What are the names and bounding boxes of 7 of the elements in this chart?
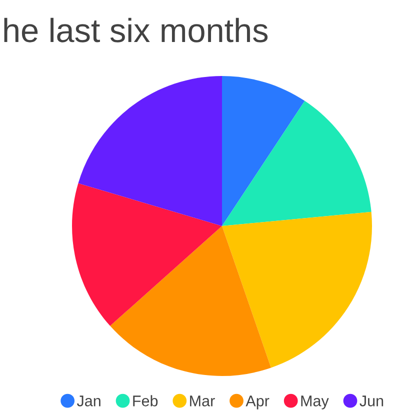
legend-label: May	[301, 396, 329, 410]
legend-label: Jan	[76, 396, 100, 406]
legend-label: Feb	[133, 395, 158, 406]
legend-label: Jun	[360, 396, 384, 406]
chart-title: he last six months	[4, 18, 268, 42]
legend-label: Mar	[190, 396, 215, 406]
legend-label: Apr	[246, 396, 270, 410]
